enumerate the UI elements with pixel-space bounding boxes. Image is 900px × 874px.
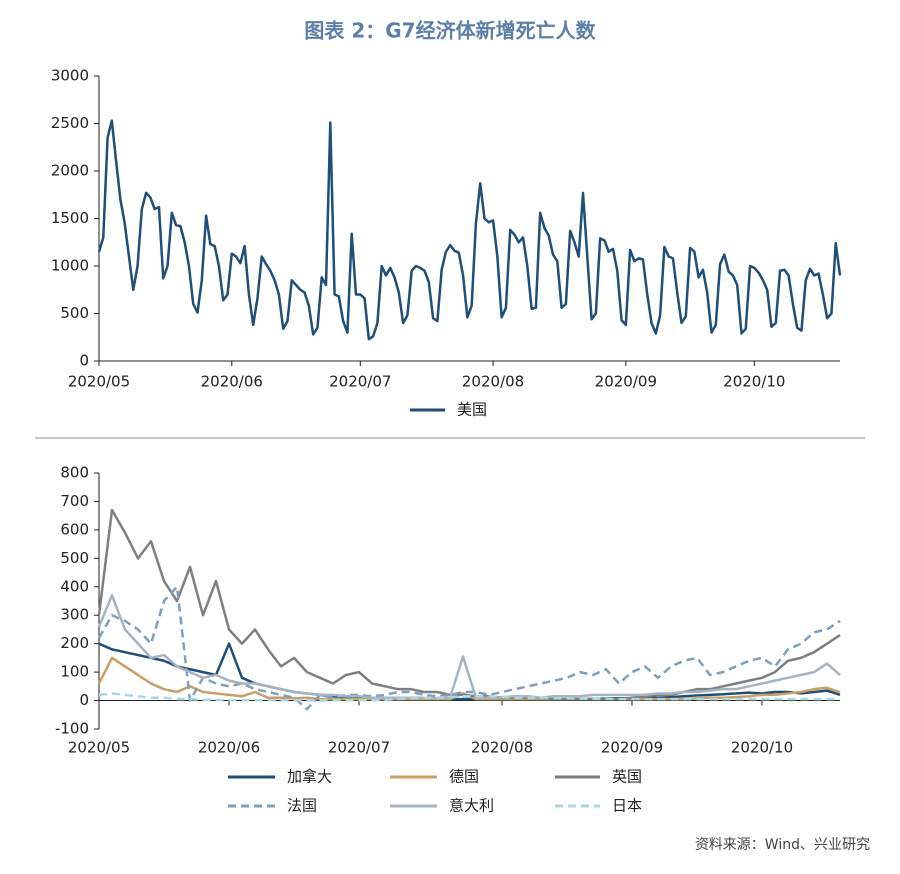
series-line bbox=[97, 585, 841, 711]
y-tick-label: 1000 bbox=[51, 257, 89, 275]
y-tick-label: 700 bbox=[60, 492, 89, 510]
legend-label: 德国 bbox=[449, 768, 479, 786]
y-tick-label: 0 bbox=[79, 352, 89, 370]
y-tick-label: 800 bbox=[60, 464, 89, 482]
y-tick-label: 100 bbox=[60, 663, 89, 681]
y-tick-label: 2500 bbox=[51, 114, 89, 132]
y-tick-label: 500 bbox=[60, 304, 89, 322]
x-tick-label: 2020/05 bbox=[68, 739, 130, 757]
x-tick-label: 2020/06 bbox=[198, 739, 260, 757]
y-tick-label: 3000 bbox=[51, 67, 89, 85]
y-tick-label: 400 bbox=[60, 577, 89, 595]
x-tick-label: 2020/09 bbox=[595, 373, 657, 391]
series-line bbox=[97, 594, 841, 700]
series-line bbox=[97, 119, 842, 341]
source-note: 资料来源：Wind、兴业研究 bbox=[695, 837, 870, 853]
x-tick-label: 2020/05 bbox=[68, 373, 130, 391]
y-tick-label: 500 bbox=[60, 549, 89, 567]
x-tick-label: 2020/10 bbox=[723, 373, 785, 391]
y-tick-label: 1500 bbox=[51, 209, 89, 227]
x-tick-label: 2020/07 bbox=[328, 739, 390, 757]
legend-label: 加拿大 bbox=[287, 768, 332, 786]
legend-label: 法国 bbox=[287, 797, 317, 815]
legend-label: 英国 bbox=[612, 768, 642, 786]
y-tick-label: 0 bbox=[79, 691, 89, 709]
page-title: 图表 2：G7经济体新增死亡人数 bbox=[304, 19, 596, 43]
series-line bbox=[97, 508, 841, 701]
x-tick-label: 2020/09 bbox=[601, 739, 663, 757]
series-line bbox=[98, 642, 841, 701]
legend-label: 美国 bbox=[457, 401, 487, 419]
y-tick-label: 600 bbox=[60, 520, 89, 538]
x-tick-label: 2020/07 bbox=[329, 373, 391, 391]
legend-label: 日本 bbox=[612, 797, 642, 815]
legend-label: 意大利 bbox=[449, 797, 494, 815]
x-tick-label: 2020/08 bbox=[462, 373, 524, 391]
x-tick-label: 2020/10 bbox=[731, 739, 793, 757]
y-tick-label: 300 bbox=[60, 606, 89, 624]
y-tick-label: 200 bbox=[60, 634, 89, 652]
y-tick-label: -100 bbox=[55, 720, 89, 738]
x-tick-label: 2020/06 bbox=[201, 373, 263, 391]
series-line bbox=[98, 692, 840, 702]
y-tick-label: 2000 bbox=[51, 162, 89, 180]
x-tick-label: 2020/08 bbox=[471, 739, 533, 757]
